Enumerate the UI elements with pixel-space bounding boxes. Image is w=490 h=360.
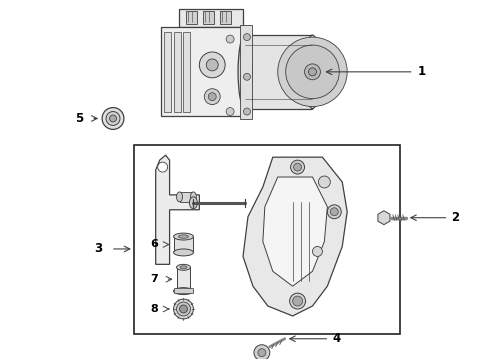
Circle shape <box>102 108 124 129</box>
Polygon shape <box>156 155 199 264</box>
Circle shape <box>318 176 330 188</box>
Circle shape <box>226 35 234 43</box>
Circle shape <box>206 59 218 71</box>
Ellipse shape <box>191 192 196 202</box>
Ellipse shape <box>190 197 197 209</box>
Ellipse shape <box>176 288 191 294</box>
Ellipse shape <box>173 288 194 294</box>
Bar <box>187 11 197 24</box>
Circle shape <box>226 108 234 116</box>
Circle shape <box>176 302 191 316</box>
Ellipse shape <box>178 235 189 238</box>
Circle shape <box>294 163 301 171</box>
Circle shape <box>110 115 117 122</box>
Bar <box>164 32 171 112</box>
Text: 1: 1 <box>417 66 426 78</box>
Bar <box>173 288 194 293</box>
Circle shape <box>286 45 339 99</box>
Bar <box>176 267 191 291</box>
Bar <box>183 32 191 112</box>
Bar <box>173 237 194 252</box>
Circle shape <box>179 305 188 313</box>
Text: 7: 7 <box>150 274 158 284</box>
Circle shape <box>204 89 220 105</box>
Bar <box>173 32 180 112</box>
Circle shape <box>293 296 302 306</box>
Circle shape <box>313 247 322 256</box>
Bar <box>161 27 245 117</box>
Text: 4: 4 <box>332 332 341 345</box>
Polygon shape <box>243 157 347 316</box>
Circle shape <box>106 112 120 125</box>
Ellipse shape <box>173 249 194 256</box>
Circle shape <box>291 160 305 174</box>
Circle shape <box>173 299 194 319</box>
Ellipse shape <box>176 264 191 270</box>
Bar <box>178 9 243 27</box>
Circle shape <box>290 293 306 309</box>
Circle shape <box>327 205 341 219</box>
Bar <box>220 11 231 24</box>
Circle shape <box>208 93 216 100</box>
Bar <box>134 145 400 334</box>
Circle shape <box>244 108 250 115</box>
Circle shape <box>330 208 338 216</box>
Bar <box>245 35 313 109</box>
Ellipse shape <box>176 192 182 202</box>
Bar <box>179 192 194 202</box>
Ellipse shape <box>173 233 194 240</box>
Polygon shape <box>263 177 327 286</box>
Bar <box>203 11 214 24</box>
Circle shape <box>278 37 347 107</box>
Circle shape <box>199 52 225 78</box>
Circle shape <box>244 73 250 80</box>
Polygon shape <box>378 211 390 225</box>
Text: 5: 5 <box>75 112 83 125</box>
Circle shape <box>258 349 266 357</box>
Circle shape <box>254 345 270 360</box>
Circle shape <box>244 33 250 41</box>
Text: 6: 6 <box>150 239 158 249</box>
Circle shape <box>158 162 168 172</box>
Text: 2: 2 <box>451 211 460 224</box>
Text: 3: 3 <box>94 243 102 256</box>
Circle shape <box>309 68 317 76</box>
Text: 8: 8 <box>150 304 158 314</box>
Ellipse shape <box>180 266 187 269</box>
Circle shape <box>305 64 320 80</box>
Ellipse shape <box>305 35 320 109</box>
Bar <box>240 25 252 120</box>
Ellipse shape <box>238 35 252 109</box>
